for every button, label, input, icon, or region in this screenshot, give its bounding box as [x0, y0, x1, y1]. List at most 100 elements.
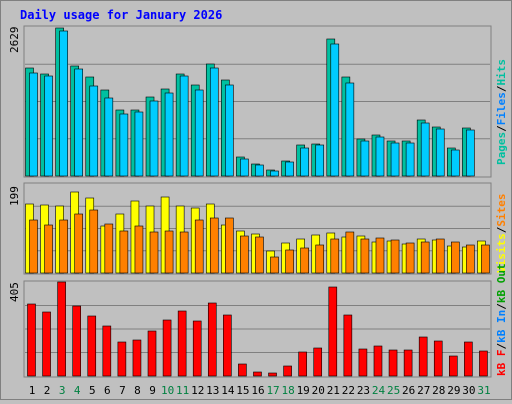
- bar-hits: [345, 82, 355, 177]
- x-tick-label: 5: [89, 384, 96, 397]
- x-tick-label: 16: [251, 384, 264, 397]
- legend-item: kB In: [495, 310, 508, 343]
- bar-kbytes: [373, 345, 383, 377]
- x-tick-label: 7: [119, 384, 126, 397]
- bar-sites: [270, 256, 279, 274]
- x-tick-label: 11: [176, 384, 189, 397]
- legend-hits: Pages/Files/Hits: [495, 59, 508, 165]
- bar-hits: [375, 136, 385, 177]
- bar-sites: [360, 238, 370, 274]
- x-tick-label: 23: [357, 384, 370, 397]
- x-tick-label: 17: [266, 384, 279, 397]
- bar-hits: [435, 128, 445, 177]
- bar-hits: [44, 75, 53, 177]
- bar-sites: [74, 213, 83, 274]
- bar-kbytes: [72, 305, 81, 377]
- bar-hits: [285, 161, 294, 177]
- x-tick-label: 8: [134, 384, 141, 397]
- bar-kbytes: [464, 341, 473, 377]
- bar-kbytes: [207, 302, 217, 377]
- bar-kbytes: [177, 310, 187, 377]
- bar-hits: [59, 30, 68, 177]
- x-tick-label: 19: [297, 384, 310, 397]
- x-tick-label: 1: [29, 384, 36, 397]
- bar-hits: [315, 144, 325, 177]
- x-tick-label: 28: [432, 384, 445, 397]
- y-max-top: 2629: [8, 27, 21, 54]
- bar-sites: [315, 244, 325, 274]
- bar-hits: [164, 92, 174, 177]
- bar-sites: [119, 230, 129, 274]
- x-tick-label: 24: [372, 384, 386, 397]
- bar-sites: [164, 230, 174, 274]
- x-tick-label: 3: [59, 384, 66, 397]
- bar-kbytes: [162, 319, 172, 377]
- bar-hits: [74, 68, 83, 177]
- bar-kbytes: [223, 314, 232, 377]
- x-tick-label: 26: [402, 384, 415, 397]
- bar-kbytes: [388, 349, 398, 377]
- bar-sites: [255, 236, 264, 274]
- x-tick-label: 10: [161, 384, 174, 397]
- bar-kbytes: [238, 363, 247, 377]
- x-tick-label: 15: [236, 384, 249, 397]
- legend-text: Visits/Sites: [495, 194, 508, 274]
- bar-sites: [89, 209, 99, 274]
- bar-sites: [405, 242, 415, 274]
- x-tick-label: 18: [282, 384, 295, 397]
- bar-hits: [134, 111, 144, 177]
- bar-hits: [104, 97, 114, 177]
- bar-hits: [149, 100, 159, 177]
- bar-sites: [345, 231, 355, 274]
- chart-title: Daily usage for January 2026: [20, 8, 222, 22]
- bar-kbytes: [132, 339, 142, 377]
- bar-sites: [390, 239, 400, 274]
- bar-sites: [134, 225, 144, 274]
- bar-kbytes: [102, 325, 112, 377]
- bar-sites: [375, 237, 385, 274]
- bar-hits: [194, 89, 204, 177]
- legend-item: Hits: [495, 59, 508, 86]
- panel-kbytes: [23, 280, 492, 378]
- legend-item: Files: [495, 92, 508, 125]
- bar-kbytes: [298, 351, 307, 377]
- bar-hits: [240, 158, 249, 177]
- bar-hits: [466, 129, 475, 177]
- bar-kbytes: [42, 311, 51, 377]
- bar-hits: [209, 67, 219, 177]
- bar-hits: [405, 142, 415, 177]
- x-tick-label: 25: [387, 384, 400, 397]
- x-tick-label: 22: [342, 384, 355, 397]
- bar-hits: [270, 170, 279, 177]
- bar-kbytes: [358, 348, 368, 377]
- bar-sites: [481, 244, 490, 274]
- bar-sites: [300, 247, 309, 274]
- bar-kbytes: [418, 336, 428, 377]
- x-tick-label: 9: [149, 384, 156, 397]
- legend-kbytes: kB F/kB In/kB Out: [495, 263, 508, 376]
- legend-item: Visits: [495, 233, 508, 273]
- x-axis-labels: 1 2 3 4 5 6 7 8 9 10 11 12 13 14 15 16 17 18 19 20 21 22 23 24 2…: [29, 384, 491, 397]
- bar-kbytes: [343, 314, 353, 377]
- bar-sites: [209, 217, 219, 274]
- legend-item: kB F: [495, 350, 508, 377]
- x-tick-label: 21: [327, 384, 340, 397]
- bar-kbytes: [253, 371, 262, 377]
- bar-sites: [466, 244, 475, 274]
- bar-hits: [119, 113, 129, 177]
- bar-kbytes: [87, 315, 97, 377]
- bar-kbytes: [192, 320, 202, 377]
- bar-kbytes: [27, 303, 36, 377]
- bar-kbytes: [328, 286, 338, 377]
- bar-kbytes: [57, 281, 66, 377]
- legend-item: Sites: [495, 194, 508, 227]
- bar-hits: [330, 43, 340, 177]
- bar-kbytes: [449, 355, 458, 377]
- bar-sites: [194, 219, 204, 274]
- bar-sites: [435, 238, 445, 274]
- x-tick-label: 20: [312, 384, 325, 397]
- y-max-bot: 405: [8, 282, 21, 302]
- bar-sites: [420, 241, 430, 274]
- chart-bars: [25, 27, 490, 377]
- bar-hits: [390, 142, 400, 177]
